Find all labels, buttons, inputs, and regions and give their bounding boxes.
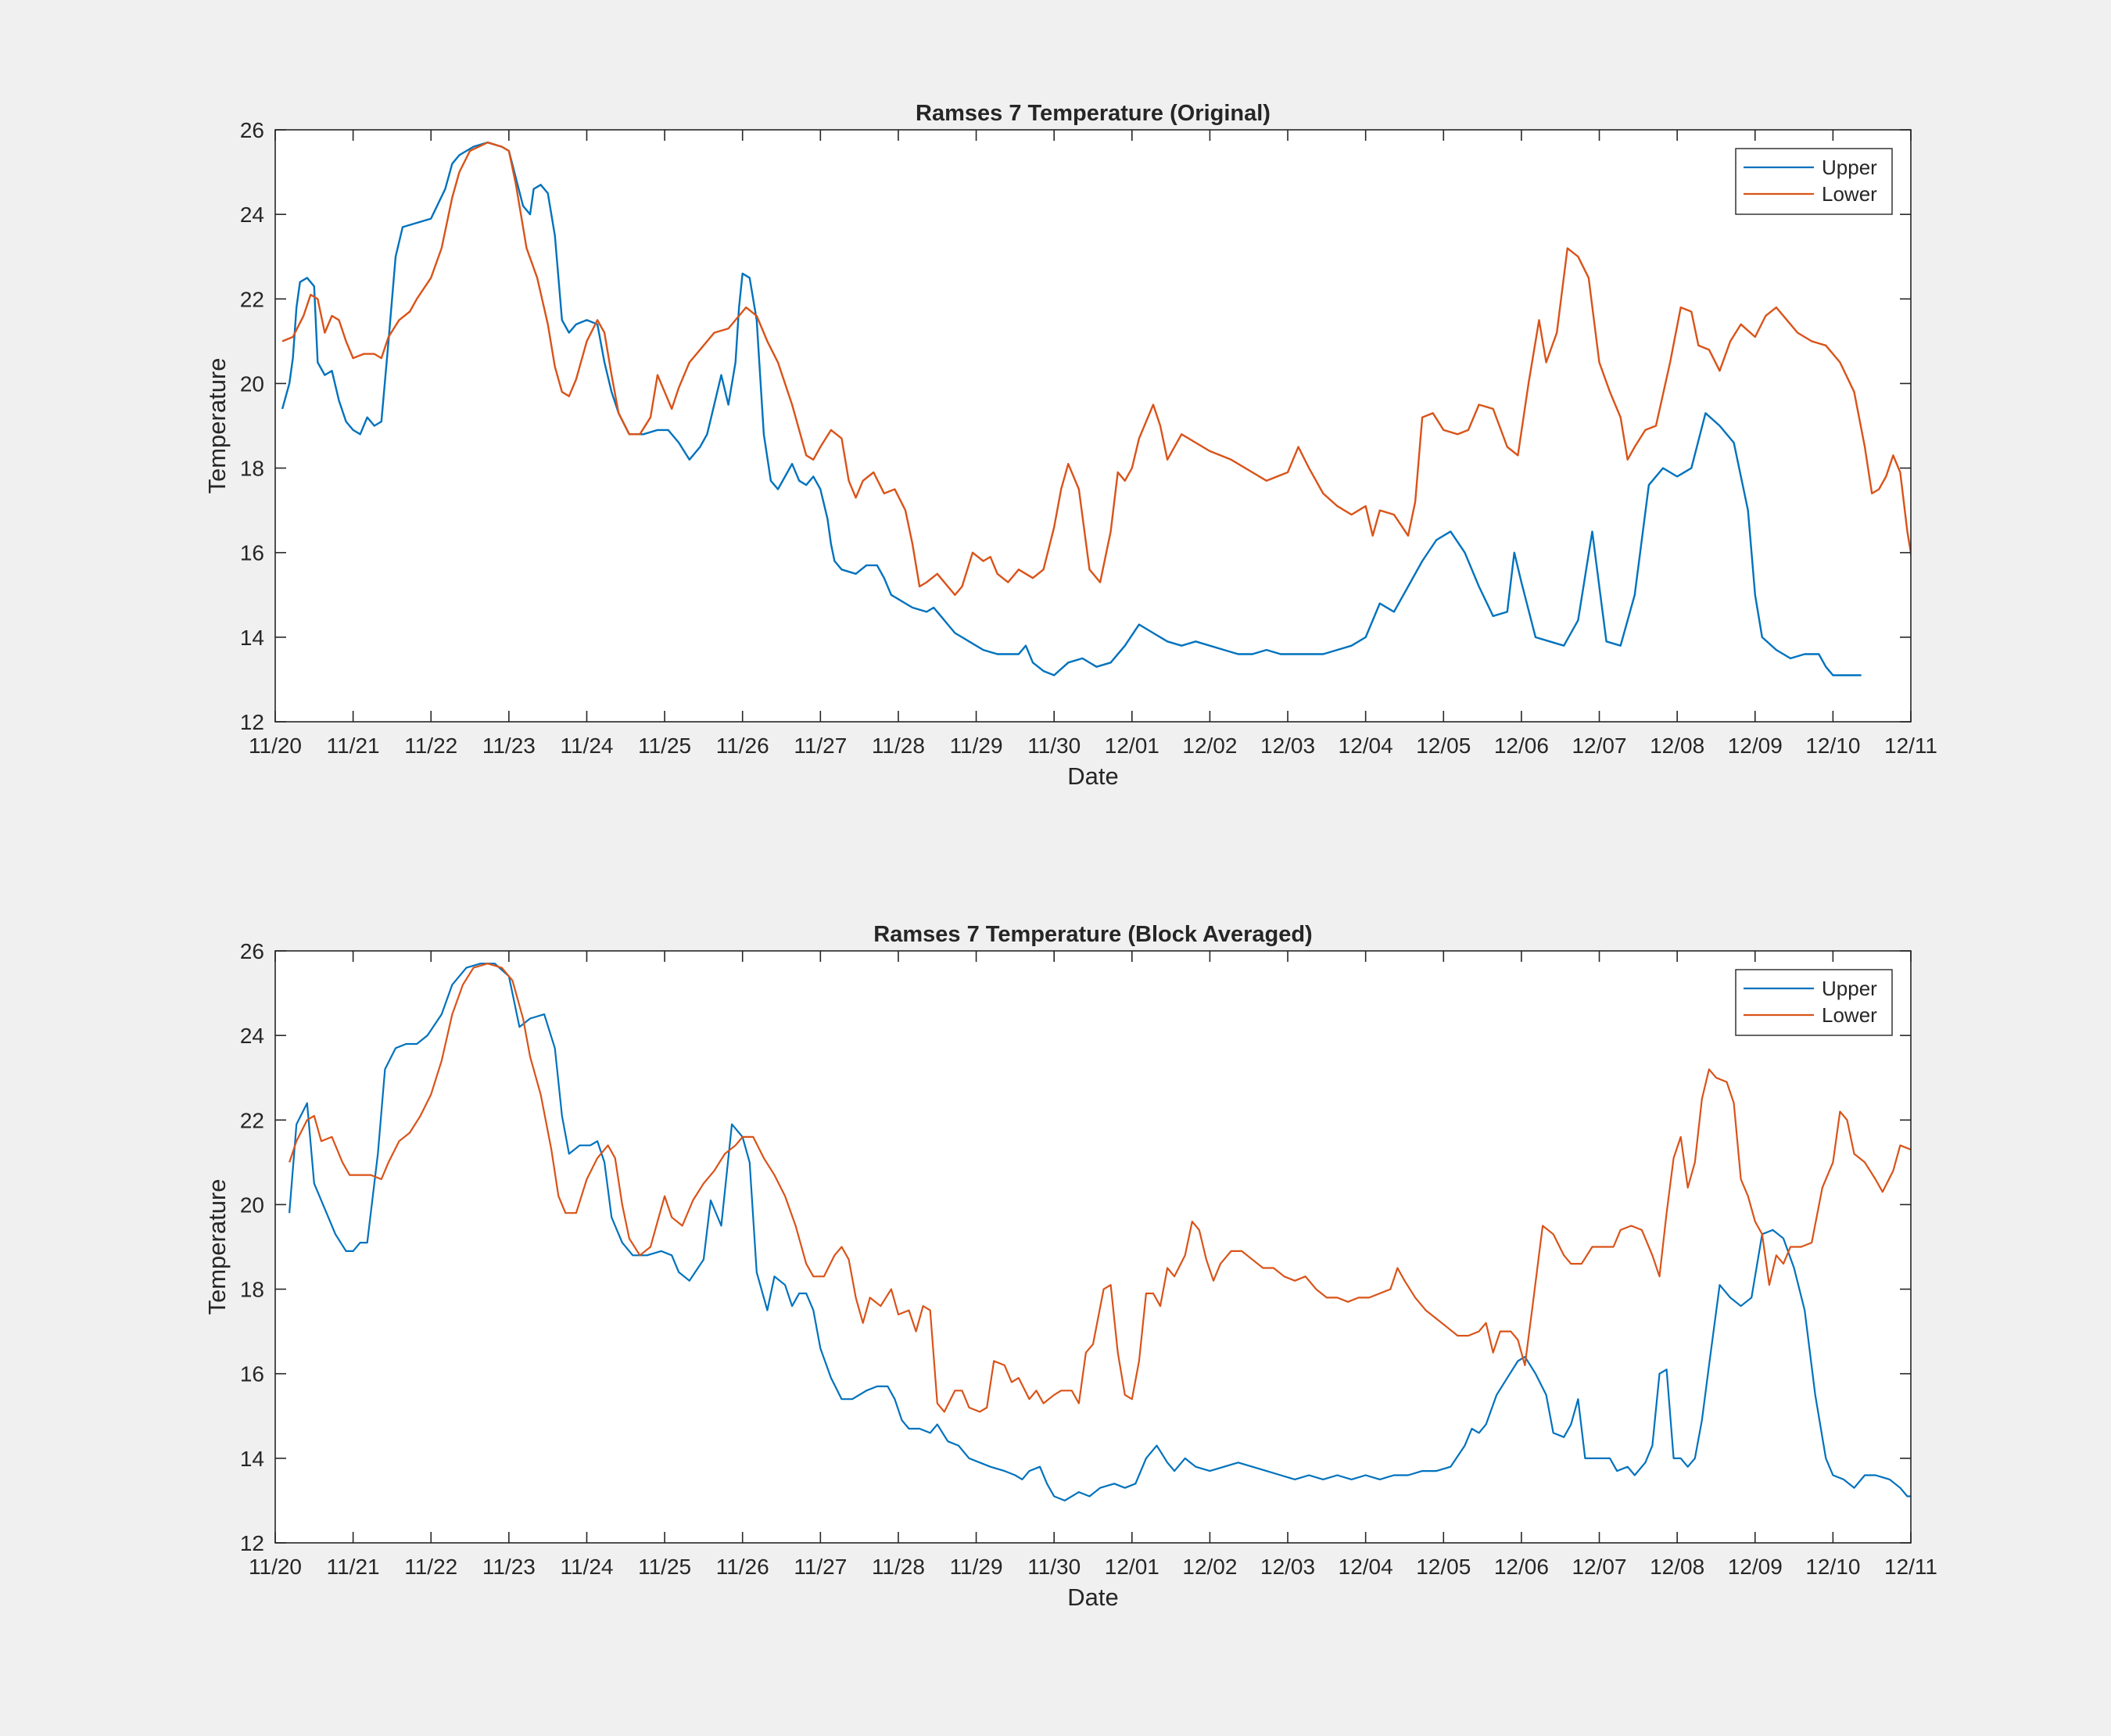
x-tick-label: 11/22 bbox=[404, 1555, 457, 1579]
legend-label-upper-block-averaged: Upper bbox=[1822, 977, 1877, 1000]
x-tick-label: 11/27 bbox=[794, 1555, 847, 1579]
series-layer-original bbox=[281, 142, 1911, 676]
plot-area-block-averaged bbox=[275, 951, 1911, 1543]
y-tick-label: 18 bbox=[240, 1278, 264, 1302]
x-tick-label: 11/26 bbox=[716, 1555, 769, 1579]
x-tick-label: 12/04 bbox=[1339, 733, 1393, 758]
y-tick-label: 20 bbox=[240, 1193, 264, 1217]
y-tick-label: 12 bbox=[240, 710, 264, 734]
x-tick-label: 11/28 bbox=[872, 1555, 925, 1579]
x-tick-label: 12/01 bbox=[1105, 733, 1159, 758]
x-tick-label: 12/08 bbox=[1650, 1555, 1704, 1579]
x-tick-label: 12/05 bbox=[1416, 1555, 1471, 1579]
x-tick-label: 12/07 bbox=[1572, 1555, 1626, 1579]
x-tick-label: 12/07 bbox=[1572, 733, 1626, 758]
legend-label-lower-original: Lower bbox=[1822, 182, 1877, 206]
y-axis-label-block-averaged: Temperature bbox=[203, 1178, 231, 1315]
x-tick-label: 11/21 bbox=[327, 733, 380, 758]
ticks-block-averaged: 11/20 11/21 11/22 11/23 11/24 11/25 11/26 11/27… bbox=[240, 939, 1937, 1579]
y-tick-label: 26 bbox=[240, 939, 264, 963]
x-tick-label: 12/02 bbox=[1182, 733, 1237, 758]
ticks-original: 11/20 11/21 11/22 11/23 11/24 11/25 11/26 11/27… bbox=[240, 118, 1937, 758]
x-tick-label: 11/30 bbox=[1027, 1555, 1081, 1579]
x-axis-label-block-averaged: Date bbox=[1067, 1584, 1118, 1611]
x-tick-label: 11/27 bbox=[794, 733, 847, 758]
series-line-upper bbox=[289, 963, 1911, 1501]
x-tick-label: 12/11 bbox=[1884, 733, 1937, 758]
y-axis-label-original: Temperature bbox=[203, 357, 231, 493]
x-tick-label: 11/23 bbox=[482, 733, 536, 758]
y-tick-label: 22 bbox=[240, 1108, 264, 1132]
x-tick-label: 11/30 bbox=[1027, 733, 1081, 758]
x-tick-label: 12/04 bbox=[1339, 1555, 1393, 1579]
series-layer-block-averaged bbox=[289, 963, 1911, 1501]
x-tick-label: 12/10 bbox=[1805, 733, 1860, 758]
x-tick-label: 12/06 bbox=[1494, 733, 1549, 758]
x-tick-label: 12/09 bbox=[1728, 1555, 1783, 1579]
x-tick-label: 11/26 bbox=[716, 733, 769, 758]
x-tick-label: 11/25 bbox=[638, 1555, 691, 1579]
y-tick-label: 12 bbox=[240, 1531, 264, 1555]
y-tick-label: 24 bbox=[240, 203, 264, 227]
legend-box-original bbox=[1735, 148, 1893, 215]
y-tick-label: 14 bbox=[240, 626, 264, 650]
x-axis-label-original: Date bbox=[1067, 762, 1118, 790]
x-tick-label: 11/28 bbox=[872, 733, 925, 758]
x-tick-label: 11/29 bbox=[950, 1555, 1003, 1579]
x-tick-label: 11/23 bbox=[482, 1555, 536, 1579]
x-tick-label: 12/02 bbox=[1182, 1555, 1237, 1579]
x-tick-label: 12/03 bbox=[1260, 733, 1315, 758]
x-tick-label: 11/24 bbox=[560, 733, 613, 758]
legend-label-lower-block-averaged: Lower bbox=[1822, 1003, 1877, 1027]
x-tick-label: 12/06 bbox=[1494, 1555, 1549, 1579]
x-tick-label: 11/20 bbox=[249, 733, 302, 758]
y-tick-label: 16 bbox=[240, 1362, 264, 1386]
y-tick-label: 22 bbox=[240, 287, 264, 311]
x-tick-label: 11/22 bbox=[404, 733, 457, 758]
y-tick-label: 26 bbox=[240, 118, 264, 142]
x-tick-label: 12/08 bbox=[1650, 733, 1704, 758]
x-tick-label: 12/10 bbox=[1805, 1555, 1860, 1579]
y-tick-label: 14 bbox=[240, 1447, 264, 1471]
axes-box-original bbox=[274, 129, 1912, 723]
plot-area-original bbox=[275, 130, 1911, 722]
legend-box-block-averaged bbox=[1735, 969, 1893, 1036]
chart-title-original: Ramses 7 Temperature (Original) bbox=[916, 101, 1271, 126]
legend-label-upper-original: Upper bbox=[1822, 156, 1877, 179]
y-tick-label: 20 bbox=[240, 371, 264, 396]
legend-block-averaged: Upper Lower bbox=[1735, 969, 1893, 1036]
x-tick-label: 11/20 bbox=[249, 1555, 302, 1579]
chart-original: 11/20 11/21 11/22 11/23 11/24 11/25 11/26 11/27… bbox=[203, 101, 1937, 790]
y-tick-label: 16 bbox=[240, 541, 264, 565]
chart-title-block-averaged: Ramses 7 Temperature (Block Averaged) bbox=[873, 922, 1312, 947]
legend-original: Upper Lower bbox=[1735, 148, 1893, 215]
x-tick-label: 12/01 bbox=[1105, 1555, 1159, 1579]
x-tick-label: 12/03 bbox=[1260, 1555, 1315, 1579]
x-tick-label: 11/24 bbox=[560, 1555, 613, 1579]
chart-block-averaged: 11/20 11/21 11/22 11/23 11/24 11/25 11/26 11/27… bbox=[203, 922, 1937, 1611]
y-tick-label: 18 bbox=[240, 457, 264, 481]
series-line-lower bbox=[281, 142, 1911, 596]
x-tick-label: 12/09 bbox=[1728, 733, 1783, 758]
x-tick-label: 11/29 bbox=[950, 733, 1003, 758]
y-tick-label: 24 bbox=[240, 1024, 264, 1048]
x-tick-label: 11/21 bbox=[327, 1555, 380, 1579]
series-line-lower bbox=[289, 963, 1911, 1413]
axes-box-block-averaged bbox=[274, 950, 1912, 1544]
x-tick-label: 11/25 bbox=[638, 733, 691, 758]
x-tick-label: 12/11 bbox=[1884, 1555, 1937, 1579]
x-tick-label: 12/05 bbox=[1416, 733, 1471, 758]
